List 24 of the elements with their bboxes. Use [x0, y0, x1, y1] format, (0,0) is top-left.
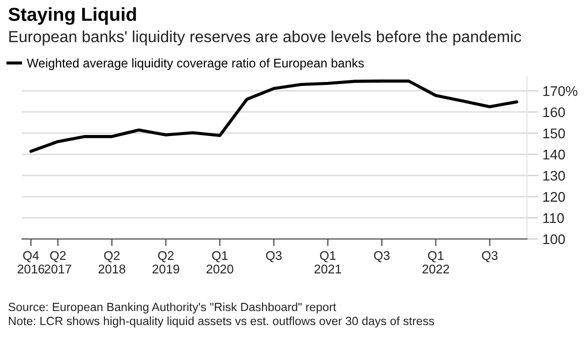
x-tick-label: Q2 2019: [152, 251, 180, 274]
chart-subtitle: European banks' liquidity reserves are above levels before the pandemic: [9, 30, 522, 46]
x-tick-label: Q2 2017: [44, 251, 72, 274]
y-tick-label: 100: [543, 234, 565, 244]
y-tick-label: 140: [543, 150, 565, 160]
y-tick-label: 160: [543, 107, 565, 118]
text: Note: LCR shows high-quality liquid assets vs est. outflows over 30 days of stress: [8, 316, 434, 328]
y-tick-label: 150: [543, 128, 565, 138]
y-tick-label: 170%: [543, 86, 578, 96]
x-tick-label: Q3: [266, 251, 282, 262]
x-tick-label: Q1 2021: [314, 251, 342, 274]
chart-title: Staying Liquid: [8, 7, 136, 25]
x-tick-label: Q3: [482, 251, 498, 262]
y-tick-label: 120: [543, 192, 565, 202]
source-note: Source: European Banking Authority's "Risk Dashboard" report: [8, 302, 336, 314]
line-series: [29, 80, 518, 153]
legend-label: Weighted average liquidity coverage ratio of European banks: [26, 58, 364, 70]
x-tick-label: Q4 2016: [18, 251, 44, 274]
y-tick-label: 130: [543, 170, 565, 181]
y-tick-label: 110: [543, 213, 564, 223]
x-tick-label: Q1 2022: [422, 251, 450, 274]
x-tick-label: Q3: [374, 251, 390, 262]
x-tick-label: Q1 2020: [206, 251, 234, 274]
x-tick-label: Q2 2018: [98, 251, 126, 274]
